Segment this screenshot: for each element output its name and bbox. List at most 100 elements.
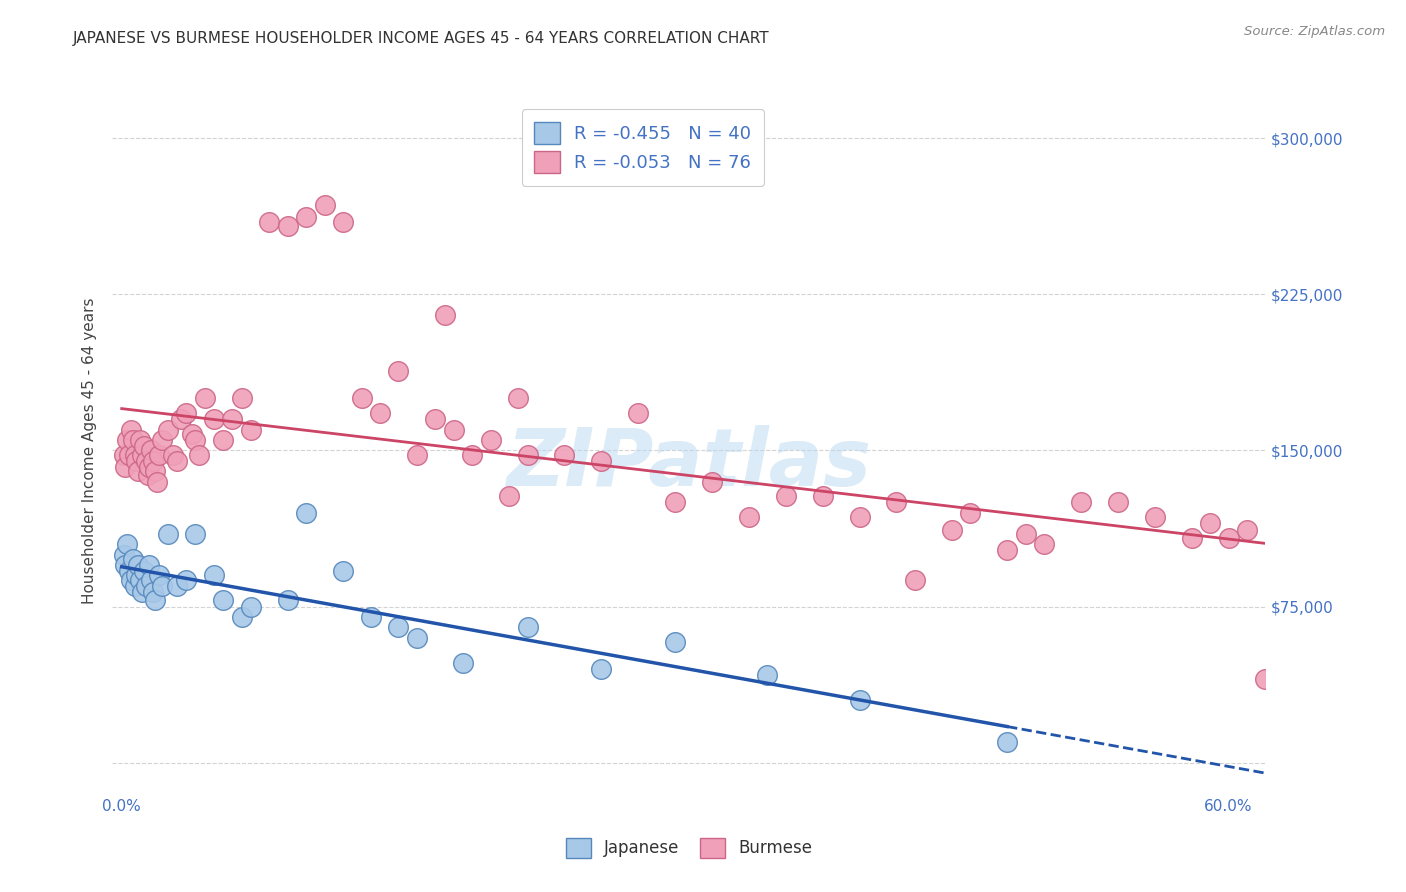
Point xyxy=(405,448,427,462)
Point xyxy=(142,585,165,599)
Point xyxy=(941,523,963,537)
Point xyxy=(516,448,538,462)
Point xyxy=(129,433,152,447)
Point xyxy=(1254,673,1277,687)
Point xyxy=(138,558,160,572)
Point xyxy=(405,631,427,645)
Point xyxy=(129,573,152,587)
Point xyxy=(756,668,779,682)
Point xyxy=(591,454,613,468)
Point xyxy=(811,489,834,503)
Point xyxy=(124,579,146,593)
Point xyxy=(425,412,447,426)
Point xyxy=(516,620,538,634)
Point xyxy=(194,392,217,406)
Point xyxy=(387,364,409,378)
Point xyxy=(848,510,870,524)
Point xyxy=(148,568,170,582)
Point xyxy=(170,412,193,426)
Point xyxy=(212,433,235,447)
Point xyxy=(221,412,243,426)
Point xyxy=(314,198,336,212)
Point xyxy=(332,214,354,228)
Point xyxy=(627,406,650,420)
Point xyxy=(295,506,318,520)
Point xyxy=(120,423,142,437)
Point xyxy=(188,448,211,462)
Point xyxy=(135,579,157,593)
Point xyxy=(738,510,761,524)
Point xyxy=(118,448,141,462)
Point xyxy=(508,392,530,406)
Point xyxy=(1236,523,1258,537)
Point xyxy=(131,448,153,462)
Point xyxy=(127,464,149,478)
Point xyxy=(125,454,148,468)
Point xyxy=(127,558,149,572)
Point xyxy=(239,599,262,614)
Point xyxy=(184,433,207,447)
Point xyxy=(114,558,136,572)
Point xyxy=(180,426,202,441)
Point xyxy=(114,460,136,475)
Point xyxy=(202,412,225,426)
Point xyxy=(995,735,1018,749)
Point xyxy=(136,468,159,483)
Point xyxy=(150,579,173,593)
Point xyxy=(212,593,235,607)
Point xyxy=(332,564,354,578)
Point xyxy=(121,433,143,447)
Point xyxy=(498,489,520,503)
Point xyxy=(143,464,166,478)
Point xyxy=(700,475,723,489)
Point xyxy=(239,423,262,437)
Point xyxy=(664,495,686,509)
Point xyxy=(184,526,207,541)
Point xyxy=(387,620,409,634)
Point xyxy=(135,454,157,468)
Point xyxy=(295,211,318,225)
Point xyxy=(553,448,575,462)
Point xyxy=(202,568,225,582)
Point xyxy=(1199,516,1222,531)
Point xyxy=(1107,495,1129,509)
Point xyxy=(360,610,382,624)
Point xyxy=(350,392,373,406)
Point xyxy=(174,573,197,587)
Point xyxy=(112,548,135,562)
Point xyxy=(145,475,167,489)
Point xyxy=(1033,537,1056,551)
Point xyxy=(166,454,188,468)
Point xyxy=(904,573,927,587)
Point xyxy=(118,564,141,578)
Point xyxy=(120,573,142,587)
Point xyxy=(959,506,981,520)
Point xyxy=(886,495,908,509)
Point xyxy=(125,568,148,582)
Point xyxy=(142,454,165,468)
Point xyxy=(115,537,138,551)
Point xyxy=(132,439,155,453)
Point xyxy=(461,448,484,462)
Point xyxy=(112,448,135,462)
Point xyxy=(1143,510,1166,524)
Point xyxy=(131,585,153,599)
Point xyxy=(231,392,253,406)
Y-axis label: Householder Income Ages 45 - 64 years: Householder Income Ages 45 - 64 years xyxy=(82,297,97,604)
Point xyxy=(150,433,173,447)
Point xyxy=(166,579,188,593)
Point xyxy=(368,406,391,420)
Point xyxy=(132,564,155,578)
Point xyxy=(231,610,253,624)
Text: JAPANESE VS BURMESE HOUSEHOLDER INCOME AGES 45 - 64 YEARS CORRELATION CHART: JAPANESE VS BURMESE HOUSEHOLDER INCOME A… xyxy=(73,31,769,46)
Point xyxy=(162,448,184,462)
Text: Source: ZipAtlas.com: Source: ZipAtlas.com xyxy=(1244,25,1385,38)
Point xyxy=(124,448,146,462)
Point xyxy=(1181,531,1204,545)
Point xyxy=(138,460,160,475)
Point xyxy=(1218,531,1240,545)
Point xyxy=(115,433,138,447)
Point xyxy=(591,662,613,676)
Point xyxy=(664,635,686,649)
Point xyxy=(156,423,179,437)
